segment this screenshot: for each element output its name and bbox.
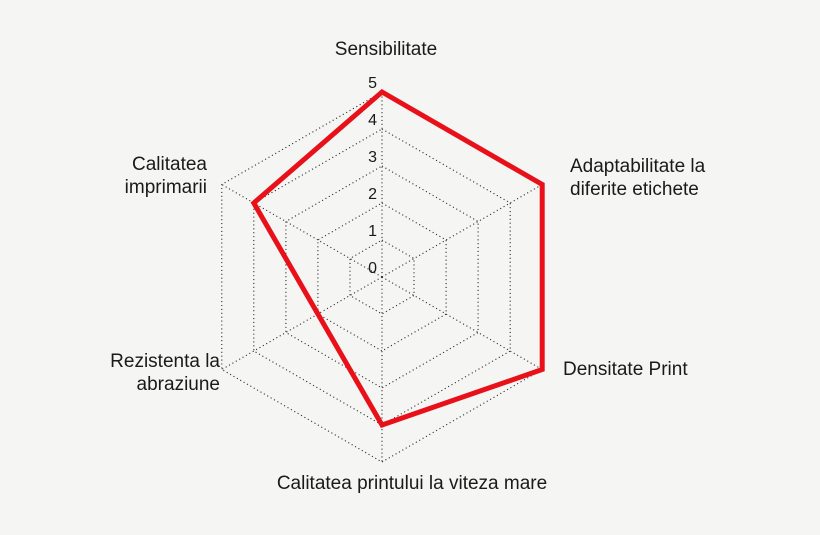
grid-ring bbox=[221, 91, 543, 463]
grid-spoke bbox=[381, 276, 543, 370]
tick-label: 0 bbox=[368, 260, 377, 277]
axis-label-adaptabilitate-line1: Adaptabilitate la bbox=[570, 156, 706, 177]
grid-spoke bbox=[381, 184, 543, 278]
grid-spoke bbox=[221, 184, 383, 278]
series-polygon bbox=[250, 88, 545, 429]
tick-label: 2 bbox=[368, 186, 377, 203]
axis-label-rezistenta-line1: Rezistenta la bbox=[110, 351, 220, 372]
tick-label: 1 bbox=[368, 223, 377, 240]
axis-label-sensibilitate: Sensibilitate bbox=[334, 39, 438, 60]
axis-label-calitatea-imprimarii-line2: imprimarii bbox=[124, 177, 207, 198]
axis-label-adaptabilitate: Adaptabilitate la diferite etichete bbox=[570, 155, 705, 201]
axis-label-calitatea-imprimarii: Calitatea imprimarii bbox=[125, 153, 207, 199]
tick-label: 5 bbox=[368, 75, 377, 92]
tick-label: 4 bbox=[368, 112, 377, 129]
axis-label-rezistenta-line2: abraziune bbox=[136, 374, 220, 395]
axis-label-calitatea-printului: Calitatea printului la viteza mare bbox=[276, 473, 548, 494]
axis-label-adaptabilitate-line2: diferite etichete bbox=[570, 179, 699, 200]
axis-label-densitate-print: Densitate Print bbox=[563, 359, 688, 380]
axis-label-calitatea-imprimarii-line1: Calitatea bbox=[132, 154, 207, 175]
axis-label-rezistenta: Rezistenta la abraziune bbox=[110, 350, 220, 396]
tick-label: 3 bbox=[368, 149, 377, 166]
